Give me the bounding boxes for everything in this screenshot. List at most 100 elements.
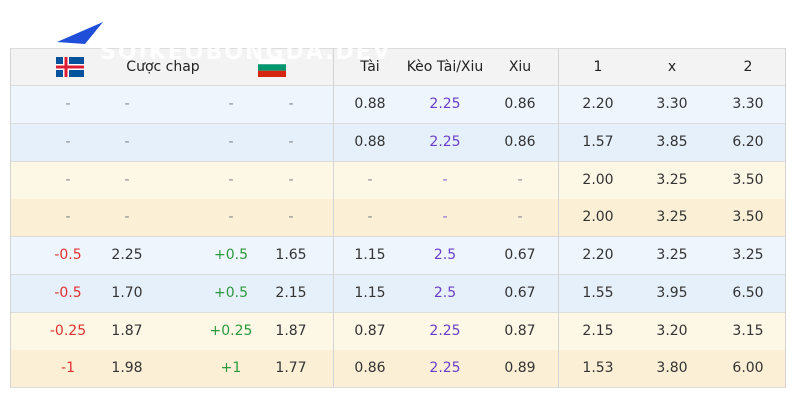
column-divider — [558, 48, 559, 388]
table-cell: - — [124, 133, 130, 150]
flag-iceland — [56, 57, 84, 77]
table-cell: - — [124, 96, 130, 112]
table-cell: 2.00 — [582, 171, 614, 188]
table-cell: - — [228, 209, 234, 226]
table-cell: 2.20 — [582, 96, 614, 112]
table-cell: - — [367, 209, 373, 226]
header-cell: x — [667, 59, 677, 75]
table-cell: 0.87 — [504, 322, 536, 339]
table-cell: 6.00 — [732, 360, 764, 377]
table-cell: - — [442, 209, 448, 226]
table-cell: 3.50 — [732, 171, 764, 188]
header-cell: Kèo Tài/Xiu — [406, 59, 484, 75]
table-cell: - — [442, 171, 448, 188]
table-cell: 2.25 — [429, 360, 461, 377]
table-cell: 1.65 — [275, 247, 307, 263]
table-cell: 0.67 — [504, 284, 536, 301]
flag-bulgaria — [258, 58, 286, 77]
table-cell: 1.98 — [111, 360, 143, 377]
column-divider — [10, 48, 11, 388]
table-cell: 3.25 — [732, 247, 764, 263]
table-cell: 6.50 — [732, 284, 764, 301]
header-cell: Tài — [360, 59, 380, 75]
table-cell: - — [288, 133, 294, 150]
table-cell: 0.88 — [354, 96, 386, 112]
table-row: -0.25 1.87 +0.25 1.87 0.87 2.25 0.87 2.15 3.20 3.… — [10, 312, 785, 351]
table-cell: 2.00 — [582, 209, 614, 226]
table-cell: - — [517, 209, 523, 226]
table-cell: 3.95 — [656, 284, 688, 301]
column-divider — [333, 48, 334, 388]
table-cell: 3.80 — [656, 360, 688, 377]
table-cell: 3.30 — [656, 96, 688, 112]
table-cell: 0.88 — [354, 133, 386, 150]
table-row: -0.5 1.70 +0.5 2.15 1.15 2.5 0.67 1.55 3.95 6.50 — [10, 274, 785, 313]
table-cell: +1 — [220, 360, 242, 377]
table-cell: - — [517, 171, 523, 188]
table-row: - - - - - - - 2.00 3.25 3.50 — [10, 199, 785, 238]
table-cell: 2.5 — [433, 247, 457, 263]
table-cell: 2.20 — [582, 247, 614, 263]
table-cell: +0.5 — [214, 284, 248, 301]
table-cell: - — [288, 171, 294, 188]
table-cell: 0.86 — [504, 96, 536, 112]
table-cell: 3.30 — [732, 96, 764, 112]
column-divider — [785, 48, 786, 388]
table-cell: -1 — [61, 360, 75, 377]
table-cell: 2.25 — [429, 322, 461, 339]
table-cell: - — [124, 171, 130, 188]
table-row: -0.5 2.25 +0.5 1.65 1.15 2.5 0.67 2.20 3.25 3.25 — [10, 237, 785, 275]
table-cell: 3.85 — [656, 133, 688, 150]
table-cell: - — [124, 209, 130, 226]
table-cell: - — [65, 171, 71, 188]
table-cell: 0.87 — [354, 322, 386, 339]
table-cell: - — [65, 209, 71, 226]
table-cell: 1.15 — [354, 284, 386, 301]
table-cell: - — [288, 209, 294, 226]
table-cell: - — [228, 96, 234, 112]
table-cell: 2.15 — [582, 322, 614, 339]
table-cell: 1.87 — [111, 322, 143, 339]
table-cell: +0.5 — [214, 247, 248, 263]
table-cell: 0.89 — [504, 360, 536, 377]
table-cell: - — [367, 171, 373, 188]
table-row: -1 1.98 +1 1.77 0.86 2.25 0.89 1.53 3.80 6.00 — [10, 350, 785, 389]
table-cell: 3.25 — [656, 247, 688, 263]
table-row: - - - - 0.88 2.25 0.86 1.57 3.85 6.20 — [10, 123, 785, 162]
table-cell: - — [65, 133, 71, 150]
header-cell: Cược chap — [126, 59, 200, 75]
table-cell: 0.67 — [504, 247, 536, 263]
table-cell: -0.25 — [49, 322, 87, 339]
table-cell: 1.53 — [582, 360, 614, 377]
table-cell: 2.25 — [429, 133, 461, 150]
table-cell: 0.86 — [504, 133, 536, 150]
table-cell: 3.50 — [732, 209, 764, 226]
table-cell: 1.70 — [111, 284, 143, 301]
table-cell: - — [228, 171, 234, 188]
table-cell: 3.25 — [656, 171, 688, 188]
watermark: SOIKEOBONGDA.DEV — [100, 40, 392, 65]
header-cell: 2 — [743, 59, 753, 75]
table-cell: - — [228, 133, 234, 150]
table-cell: 1.87 — [275, 322, 307, 339]
table-cell: 3.20 — [656, 322, 688, 339]
table-cell: 2.15 — [275, 284, 307, 301]
table-cell: 2.25 — [111, 247, 143, 263]
header-cell: 1 — [593, 59, 603, 75]
table-cell: 2.5 — [433, 284, 457, 301]
table-cell: - — [65, 96, 71, 112]
logo — [57, 22, 103, 44]
table-cell: -0.5 — [54, 284, 82, 301]
table-cell: 3.25 — [656, 209, 688, 226]
table-cell: 1.15 — [354, 247, 386, 263]
table-cell: +0.25 — [209, 322, 253, 339]
table-row: - - - - - - - 2.00 3.25 3.50 — [10, 161, 785, 200]
table-cell: 2.25 — [429, 96, 461, 112]
table-cell: - — [288, 96, 294, 112]
header-cell: Xiu — [508, 59, 532, 75]
table-cell: 3.15 — [732, 322, 764, 339]
table-cell: 1.55 — [582, 284, 614, 301]
table-cell: -0.5 — [54, 247, 82, 263]
table-cell: 1.77 — [275, 360, 307, 377]
